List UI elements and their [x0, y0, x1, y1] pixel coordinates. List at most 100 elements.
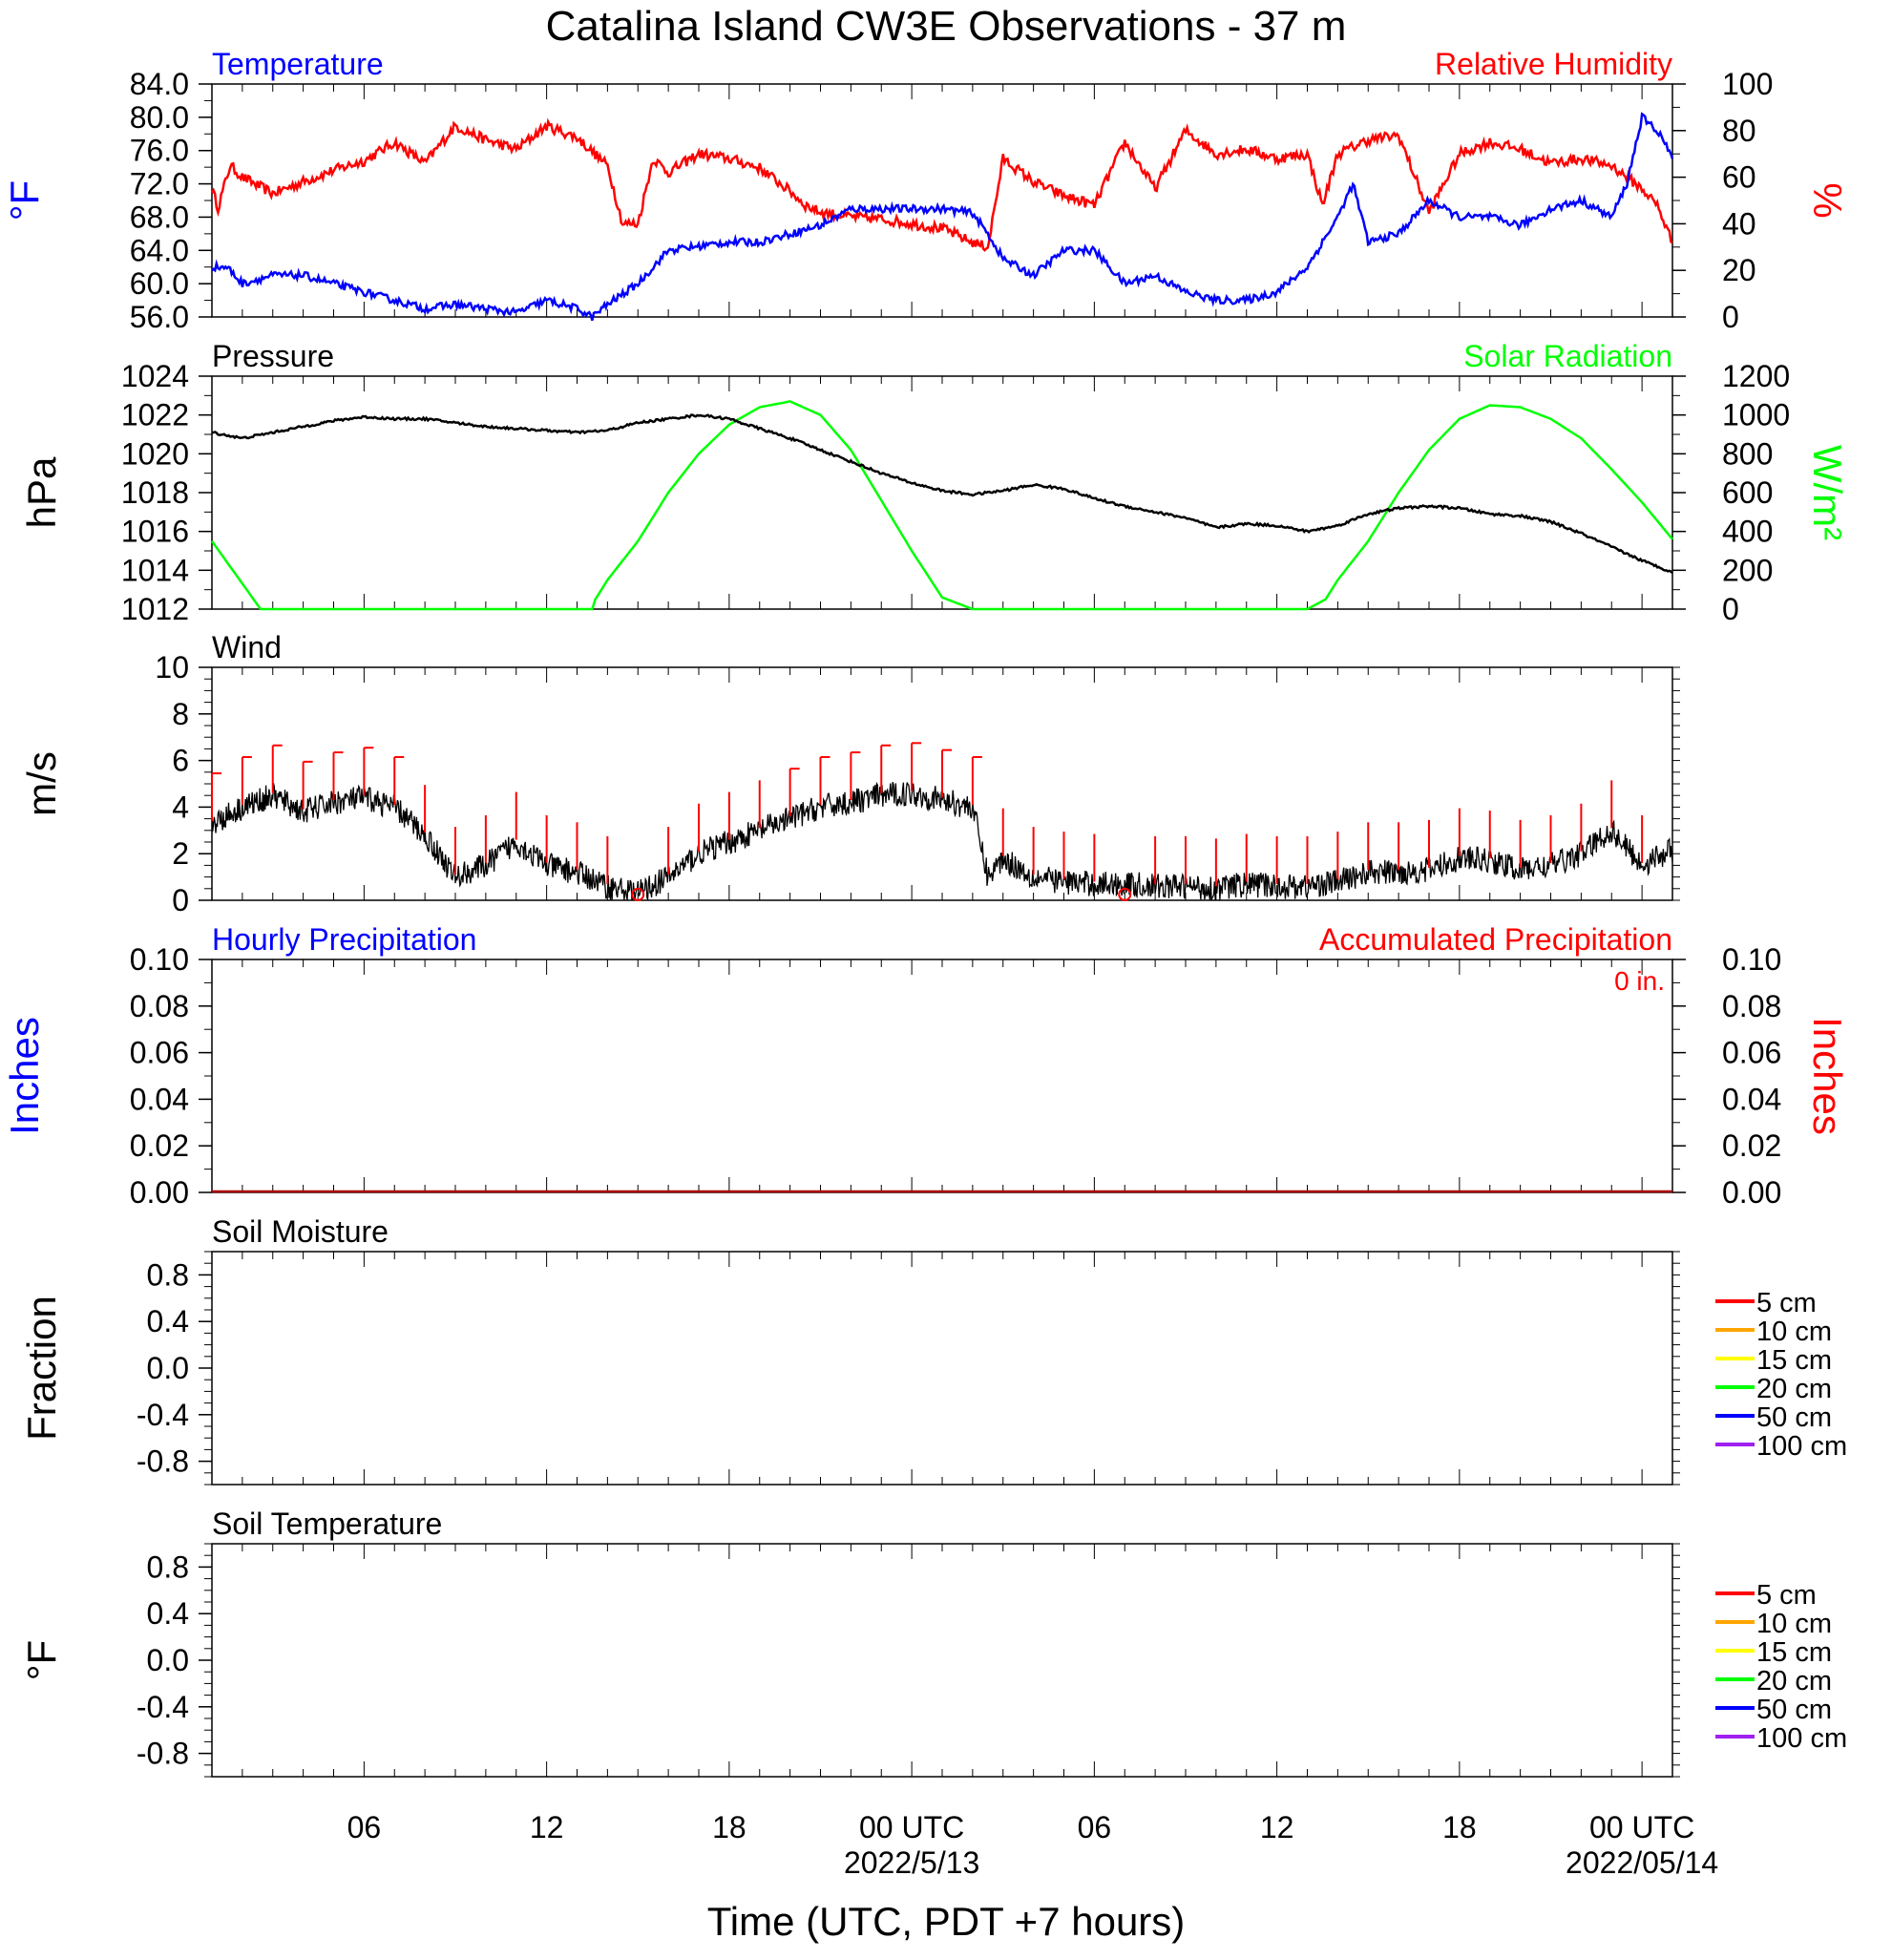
pressure-ytick-label-left: 1014: [121, 553, 189, 587]
soilm-ytick-label-left: 0.4: [147, 1304, 189, 1338]
pressure-ytick-label-right: 200: [1722, 553, 1773, 587]
soilm-ytick-label-left: 0.8: [147, 1257, 189, 1292]
temperature-line: [211, 112, 1674, 321]
precip-ytick-label-left: 0.04: [130, 1082, 189, 1116]
precip-ytick-label-left: 0.10: [130, 942, 189, 977]
pressure-ytick-label-right: 800: [1722, 436, 1773, 471]
pressure-ytick-label-left: 1024: [121, 359, 189, 393]
panel-pressure: 1012 1014 1016 1018 1020 1022 1024 0 200 400 600 80…: [19, 339, 1850, 626]
soil-moisture-legend-label: 15 cm: [1756, 1345, 1832, 1376]
wind-ylabel-left: m/s: [19, 751, 64, 816]
pressure-ytick-label-left: 1016: [121, 515, 189, 549]
soil-moisture-legend-label: 100 cm: [1756, 1431, 1847, 1462]
pressure-ylabel-left: hPa: [19, 456, 64, 528]
x-tick-label: 18: [712, 1810, 746, 1844]
temp-ytick-label-right: 60: [1722, 160, 1756, 195]
soilm-ytick-label-left: 0.0: [147, 1351, 189, 1385]
precip-ytick-label-right: 0.08: [1722, 989, 1781, 1023]
wind-calm-marker: [1118, 887, 1132, 901]
x-tick-date-label: 2022/05/14: [1566, 1845, 1718, 1880]
x-tick-label: 12: [1260, 1810, 1294, 1844]
panel-precip: 0.00 0.02 0.04 0.06 0.08 0.10 0.00 0.02 0.04 0.06…: [2, 922, 1850, 1210]
wind-ytick-label-left: 6: [172, 744, 189, 778]
pressure-ytick-label-right: 0: [1722, 592, 1739, 626]
x-tick-label: 12: [530, 1810, 564, 1844]
pressure-ylabel-right: W/m²: [1805, 445, 1850, 540]
precip-ytick-label-right: 0.10: [1722, 942, 1781, 977]
temp-frame: [211, 83, 1673, 318]
panels: 56.060.064.068.072.076.080.084.002040608…: [2, 47, 1850, 1778]
temp-ylabel-left: °F: [2, 180, 47, 221]
wind-speed-line: [211, 781, 1673, 901]
soil-moisture-legend-label: 20 cm: [1756, 1374, 1832, 1404]
precip-ytick-label-right: 0.02: [1722, 1128, 1781, 1163]
soilm-ytick-label-left: -0.8: [137, 1444, 189, 1479]
temp-ytick-label-right: 20: [1722, 253, 1756, 287]
wind-ytick-label-left: 8: [172, 697, 189, 731]
pressure-ytick-label-right: 1200: [1722, 359, 1790, 393]
pressure-title-left: Pressure: [212, 339, 334, 373]
soil-temperature-legend-label: 15 cm: [1756, 1637, 1832, 1668]
soilt-ytick-label-left: 0.4: [147, 1596, 189, 1631]
pressure-ytick-label-right: 400: [1722, 515, 1773, 549]
precip-title-right: Accumulated Precipitation: [1319, 922, 1672, 957]
x-tick-label: 06: [1078, 1810, 1112, 1844]
temp-ytick-label-left: 68.0: [130, 200, 189, 234]
precip-title-left: Hourly Precipitation: [212, 922, 476, 957]
pressure-ytick-label-right: 1000: [1722, 398, 1790, 432]
soil-temperature-legend-label: 10 cm: [1756, 1609, 1832, 1639]
precip-frame: [211, 959, 1673, 1193]
x-axis-label: Time (UTC, PDT +7 hours): [707, 1899, 1186, 1944]
soilt-frame: [211, 1543, 1673, 1778]
soilt-ylabel-left: °F: [19, 1640, 64, 1680]
temp-title-left: Temperature: [212, 47, 384, 81]
wind-ytick-label-left: 0: [172, 883, 189, 917]
temp-ylabel-right: %: [1805, 182, 1850, 218]
temp-ytick-label-right: 100: [1722, 67, 1773, 101]
precip-ytick-label-left: 0.02: [130, 1128, 189, 1163]
soil-temperature-legend-label: 50 cm: [1756, 1695, 1832, 1725]
soil-moisture-legend-label: 50 cm: [1756, 1402, 1832, 1433]
pressure-ytick-label-left: 1012: [121, 592, 189, 626]
solar-radiation-line: [210, 400, 1673, 611]
x-tick-label: 18: [1442, 1810, 1477, 1844]
rh-line: [210, 117, 1673, 252]
precip-ytick-label-right: 0.04: [1722, 1082, 1781, 1116]
soilm-frame: [211, 1251, 1673, 1486]
precip-ytick-label-left: 0.00: [130, 1175, 189, 1210]
chart-title: Catalina Island CW3E Observations - 37 m: [546, 3, 1347, 50]
pressure-ytick-label-right: 600: [1722, 475, 1773, 510]
soil-temperature-legend-label: 100 cm: [1756, 1723, 1847, 1754]
soil-temperature-legend-label: 20 cm: [1756, 1666, 1832, 1697]
precip-ylabel-left: Inches: [2, 1017, 47, 1135]
pressure-ytick-label-left: 1022: [121, 398, 189, 432]
soilm-title-left: Soil Moisture: [212, 1214, 389, 1249]
wind-title-left: Wind: [212, 630, 282, 664]
panel-soilm: -0.8 -0.4 0.0 0.4 0.8 Soil Moisture Fraction: [19, 1214, 1680, 1486]
precip-ytick-label-left: 0.08: [130, 989, 189, 1023]
precip-ytick-label-left: 0.06: [130, 1036, 189, 1070]
pressure-title-right: Solar Radiation: [1463, 339, 1672, 373]
wind-ytick-label-left: 4: [172, 790, 189, 824]
wind-ytick-label-left: 10: [155, 650, 189, 685]
temp-ytick-label-left: 60.0: [130, 266, 189, 301]
temp-ytick-label-left: 72.0: [130, 167, 189, 201]
soilm-ytick-label-left: -0.4: [137, 1398, 189, 1432]
precip-ytick-label-right: 0.06: [1722, 1036, 1781, 1070]
temp-ytick-label-left: 76.0: [130, 134, 189, 168]
precip-ytick-label-right: 0.00: [1722, 1175, 1781, 1210]
temp-title-right: Relative Humidity: [1435, 47, 1672, 81]
panel-soilt: -0.8 -0.4 0.0 0.4 0.8 Soil Temperature °F: [19, 1507, 1680, 1778]
soilt-title-left: Soil Temperature: [212, 1507, 442, 1541]
pressure-ytick-label-left: 1018: [121, 475, 189, 510]
x-tick-date-label: 2022/5/13: [844, 1845, 979, 1880]
temp-ytick-label-right: 40: [1722, 206, 1756, 241]
panel-wind: 0 2 4 6 8 10 Wind m/s: [19, 630, 1680, 917]
soilm-ylabel-left: Fraction: [19, 1296, 64, 1441]
temp-ytick-label-left: 56.0: [130, 300, 189, 334]
wind-ytick-label-left: 2: [172, 836, 189, 871]
pressure-frame: [211, 375, 1673, 610]
